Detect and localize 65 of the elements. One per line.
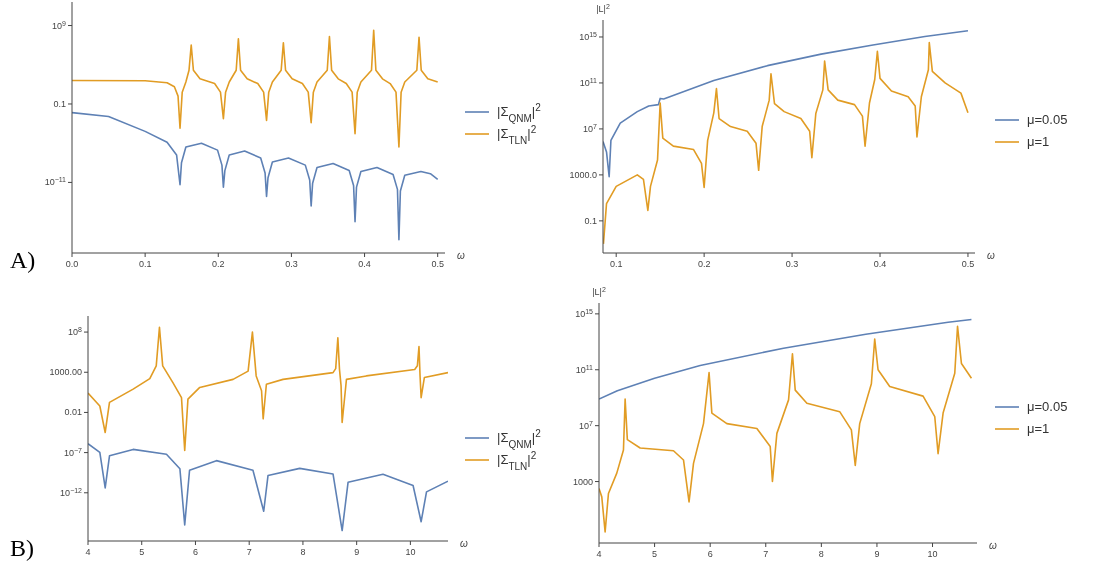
legend-label: |Σ$_{QNM}$|$^{2}$	[497, 101, 542, 124]
legend-label: |Σ$_{QNM}$|$^{2}$	[497, 427, 542, 450]
legend-label: |Σ$_{TLN}$|$^{2}$	[497, 123, 537, 146]
y-tick-label: 10$^{7}$	[583, 122, 598, 134]
legend-label: μ=0.05	[1027, 399, 1068, 414]
x-axis-title: ω	[460, 538, 468, 549]
legend-label: μ=1	[1027, 421, 1050, 436]
y-tick-label: 1000.0	[569, 169, 597, 180]
x-tick-label: 0.0	[65, 259, 79, 269]
legend-label: μ=1	[1027, 134, 1050, 149]
x-tick-label: 10	[927, 549, 938, 559]
x-tick-label: 6	[192, 547, 198, 557]
line-series	[88, 442, 448, 532]
y-tick-label: 10$^{−7}$	[64, 446, 83, 458]
x-tick-label: 4	[85, 547, 91, 557]
x-tick-label: 0.5	[961, 259, 975, 269]
x-tick-label: 6	[707, 549, 713, 559]
x-tick-label: 0.1	[138, 259, 152, 269]
x-tick-label: 5	[652, 549, 658, 559]
y-axis-title: |L|$^{2}$	[592, 285, 606, 297]
x-axis-title: ω	[457, 250, 465, 261]
line-series	[72, 29, 439, 148]
line-series	[599, 325, 973, 533]
line-series	[72, 111, 439, 241]
y-tick-label: 10$^{7}$	[579, 419, 594, 431]
y-tick-label: 0.1	[53, 98, 66, 109]
x-axis-title: ω	[987, 250, 995, 261]
x-tick-label: 7	[246, 547, 252, 557]
x-tick-label: 9	[874, 549, 880, 559]
x-tick-label: 0.5	[431, 259, 444, 269]
x-tick-label: 0.2	[697, 259, 711, 269]
line-series	[603, 29, 969, 178]
y-tick-label: 0.01	[64, 407, 82, 418]
x-tick-label: 5	[139, 547, 145, 557]
x-tick-label: 9	[354, 547, 360, 557]
y-tick-label: 10$^{15}$	[575, 307, 594, 319]
y-tick-label: 10$^{−12}$	[60, 486, 83, 498]
y-tick-label: 10$^{11}$	[575, 363, 594, 375]
x-tick-label: 4	[596, 549, 602, 559]
x-tick-label: 8	[818, 549, 824, 559]
y-tick-label: 10$^{11}$	[579, 76, 598, 88]
y-tick-label: 1000.00	[49, 367, 82, 378]
x-tick-label: 0.4	[873, 259, 887, 269]
y-tick-label: 1000	[572, 476, 593, 487]
x-axis-title: ω	[989, 540, 997, 551]
legend-label: μ=0.05	[1027, 112, 1068, 127]
text: B)	[10, 535, 34, 561]
legend-label: |Σ$_{TLN}$|$^{2}$	[497, 449, 537, 472]
y-tick-label: 0.1	[584, 215, 597, 226]
line-series	[88, 326, 448, 452]
y-tick-label: 10$^{8}$	[68, 325, 83, 338]
y-tick-label: 10$^{15}$	[579, 30, 598, 42]
x-tick-label: 0.2	[212, 259, 225, 269]
x-tick-label: 0.3	[785, 259, 799, 269]
y-tick-label: 10$^{9}$	[52, 19, 67, 31]
x-tick-label: 0.4	[358, 259, 371, 269]
text: A)	[10, 247, 36, 273]
x-tick-label: 0.1	[609, 259, 623, 269]
x-tick-label: 7	[763, 549, 769, 559]
x-tick-label: 8	[300, 547, 306, 557]
y-axis-title: |L|$^{2}$	[596, 2, 610, 14]
y-tick-label: 10$^{−11}$	[44, 175, 67, 188]
x-tick-label: 10	[405, 547, 416, 557]
x-tick-label: 0.3	[285, 259, 298, 269]
line-series	[599, 318, 973, 400]
